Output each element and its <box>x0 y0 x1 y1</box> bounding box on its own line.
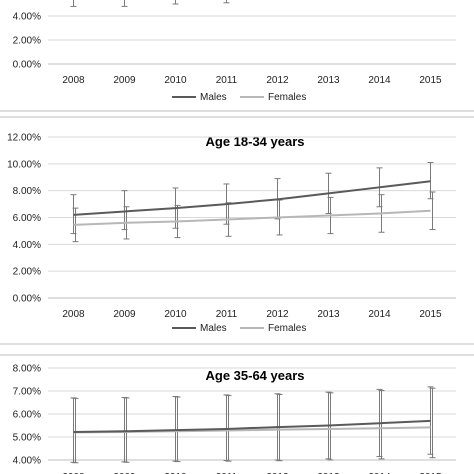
legend-panel-1: Males Females <box>172 92 306 103</box>
x-tick-label: 2010 <box>164 309 187 320</box>
y-tick-label: 8.00% <box>13 364 41 375</box>
y-tick-label: 4.00% <box>13 240 41 251</box>
y-tick-label: 0.00% <box>13 60 41 71</box>
x-tick-label: 2009 <box>113 75 136 86</box>
x-tick-label: 2015 <box>419 309 442 320</box>
chart-panel-1-frame <box>0 110 474 112</box>
y-tick-label: 2.00% <box>13 267 41 278</box>
y-tick-label: 4.00% <box>13 12 41 23</box>
chart-panel-2-frame <box>0 116 474 345</box>
x-tick-label: 2011 <box>216 75 238 86</box>
x-tick-label: 2013 <box>317 75 340 86</box>
chart-title-age-18-34: Age 18-34 years <box>205 134 304 149</box>
y-tick-label: 8.00% <box>13 186 41 197</box>
y-tick-label: 7.00% <box>13 387 41 398</box>
legend-females-label: Females <box>268 323 306 334</box>
x-tick-label: 2013 <box>317 472 340 474</box>
x-tick-label: 2012 <box>266 472 289 474</box>
y-tick-label: 0.00% <box>13 294 41 305</box>
x-tick-label: 2008 <box>62 472 85 474</box>
chart-title-age-35-64: Age 35-64 years <box>205 368 304 383</box>
x-tick-label: 2014 <box>368 472 391 474</box>
y-tick-label: 6.00% <box>13 410 41 421</box>
plot-layer: 0.00% 2.00% 4.00% 2008 2009 2010 2011 2012 2013 2… <box>7 0 456 474</box>
x-tick-label: 2015 <box>419 472 442 474</box>
x-tick-label: 2009 <box>113 472 136 474</box>
legend-panel-2: Males Females <box>172 323 306 334</box>
x-tick-label: 2008 <box>62 309 85 320</box>
chart-panel-3-frame <box>0 354 474 356</box>
y-tick-label: 12.00% <box>7 133 41 144</box>
legend-males-label: Males <box>200 323 227 334</box>
x-tick-label: 2013 <box>317 309 340 320</box>
x-tick-label: 2009 <box>113 309 136 320</box>
series-line-males <box>73 419 431 433</box>
y-tick-label: 5.00% <box>13 433 41 444</box>
x-tick-label: 2014 <box>368 309 391 320</box>
x-tick-label: 2014 <box>368 75 391 86</box>
legend-females-label: Females <box>268 92 306 103</box>
x-tick-label: 2008 <box>62 75 85 86</box>
series-line-females <box>73 209 431 226</box>
y-tick-label: 2.00% <box>13 36 41 47</box>
x-tick-label: 2010 <box>164 472 187 474</box>
x-tick-label: 2012 <box>266 309 289 320</box>
y-tick-label: 10.00% <box>7 159 41 170</box>
x-tick-label: 2011 <box>216 309 238 320</box>
x-tick-label: 2015 <box>419 75 442 86</box>
y-tick-label: 4.00% <box>13 456 41 467</box>
x-tick-label: 2012 <box>266 75 289 86</box>
x-tick-label: 2011 <box>216 472 238 474</box>
legend-males-label: Males <box>200 92 227 103</box>
series-line-males <box>73 180 431 216</box>
x-tick-label: 2010 <box>164 75 187 86</box>
y-tick-label: 6.00% <box>13 213 41 224</box>
